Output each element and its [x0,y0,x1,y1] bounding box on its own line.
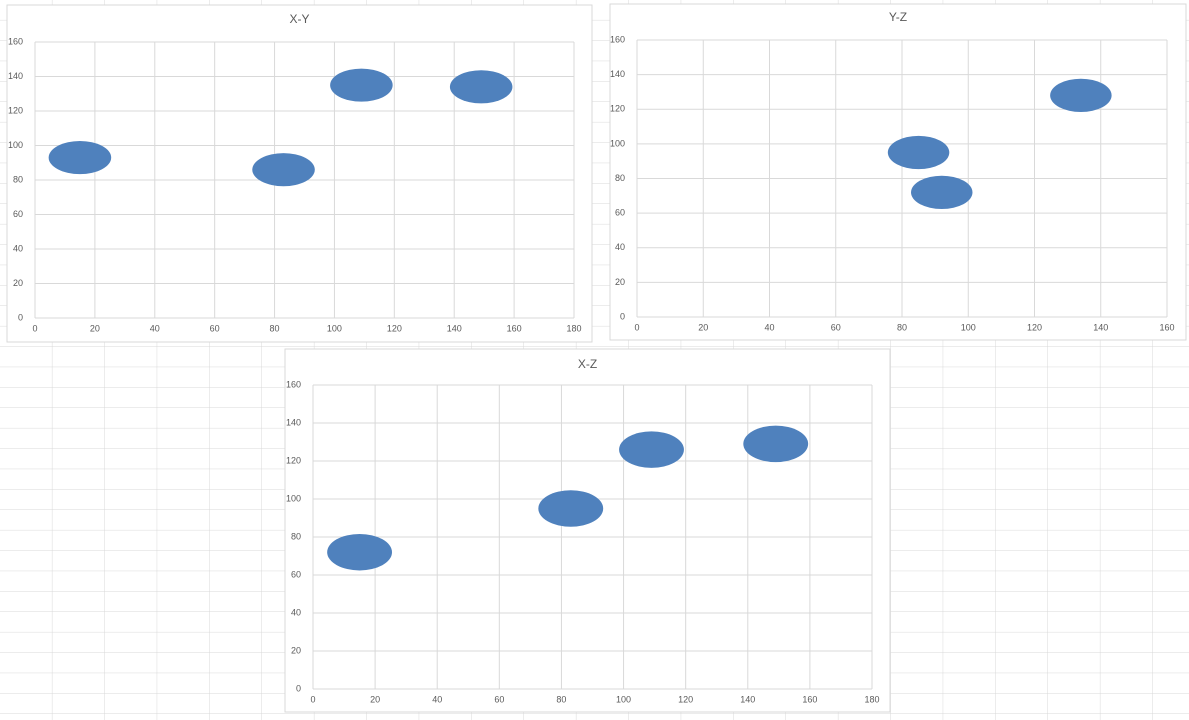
chart-area [284,348,891,713]
x-tick-label: 100 [961,322,976,332]
x-tick-label: 0 [32,323,37,333]
x-tick-label: 60 [831,322,841,332]
point-cluster [1050,78,1112,113]
point-cluster [252,153,315,187]
point-cluster [911,175,973,209]
x-tick-label: 140 [1093,322,1108,332]
x-tick-label: 0 [634,322,639,332]
x-tick-label: 180 [864,694,879,704]
x-tick-label: 80 [270,323,280,333]
chart-area [609,3,1187,341]
x-tick-label: 20 [698,322,708,332]
y-tick-label: 20 [615,277,625,287]
y-tick-label: 60 [13,209,23,219]
y-tick-label: 140 [610,69,625,79]
point-cluster [538,490,604,527]
y-tick-label: 80 [13,174,23,184]
x-tick-label: 40 [432,694,442,704]
y-tick-label: 40 [13,243,23,253]
y-tick-label: 40 [615,242,625,252]
y-tick-label: 100 [8,140,23,150]
y-tick-label: 160 [8,36,23,46]
x-tick-label: 120 [678,694,693,704]
y-tick-label: 0 [18,312,23,322]
y-tick-label: 120 [610,104,625,114]
x-tick-label: 140 [740,694,755,704]
x-tick-label: 160 [802,694,817,704]
x-tick-label: 100 [327,323,342,333]
point-cluster [327,533,393,571]
y-tick-label: 120 [8,105,23,115]
chart-title: X-Y [289,12,309,26]
y-tick-label: 140 [286,417,301,427]
point-cluster [743,425,809,463]
x-tick-label: 40 [764,322,774,332]
x-tick-label: 100 [616,694,631,704]
y-tick-label: 0 [296,683,301,693]
y-tick-label: 100 [286,493,301,503]
x-tick-label: 120 [387,323,402,333]
x-tick-label: 80 [897,322,907,332]
x-tick-label: 80 [556,694,566,704]
x-tick-label: 120 [1027,322,1042,332]
x-tick-label: 140 [447,323,462,333]
x-tick-label: 40 [150,323,160,333]
x-tick-label: 20 [370,694,380,704]
y-tick-label: 20 [291,645,301,655]
point-cluster [619,431,684,468]
chart: Y-Z 0 20 40 60 80 100 120 140 160 0 20 40 60 80 100 120 1… [609,3,1187,341]
y-tick-label: 120 [286,455,301,465]
y-tick-label: 40 [291,607,301,617]
y-tick-label: 60 [291,569,301,579]
chart: X-Z 0 20 40 60 80 100 120 140 160 0 20 40 60 80 100 120 1… [284,348,891,713]
x-tick-label: 60 [210,323,220,333]
y-tick-label: 140 [8,71,23,81]
x-tick-label: 20 [90,323,100,333]
chart-title: X-Z [578,357,597,371]
x-tick-label: 0 [310,694,315,704]
y-tick-label: 160 [610,34,625,44]
y-tick-label: 80 [291,531,301,541]
y-tick-label: 100 [610,138,625,148]
y-tick-label: 80 [615,173,625,183]
x-tick-label: 160 [1159,322,1174,332]
y-tick-label: 20 [13,278,23,288]
y-tick-label: 0 [620,311,625,321]
point-cluster [449,70,513,104]
x-tick-label: 60 [494,694,504,704]
y-tick-label: 60 [615,208,625,218]
y-tick-label: 160 [286,379,301,389]
point-cluster [887,135,950,170]
x-tick-label: 160 [507,323,522,333]
point-cluster [330,68,393,102]
x-tick-label: 180 [566,323,581,333]
point-cluster [48,141,112,175]
chart-title: Y-Z [889,10,907,24]
chart: X-Y 0 20 40 60 80 100 120 140 160 0 20 40 60 80 100 120 1… [6,4,593,343]
